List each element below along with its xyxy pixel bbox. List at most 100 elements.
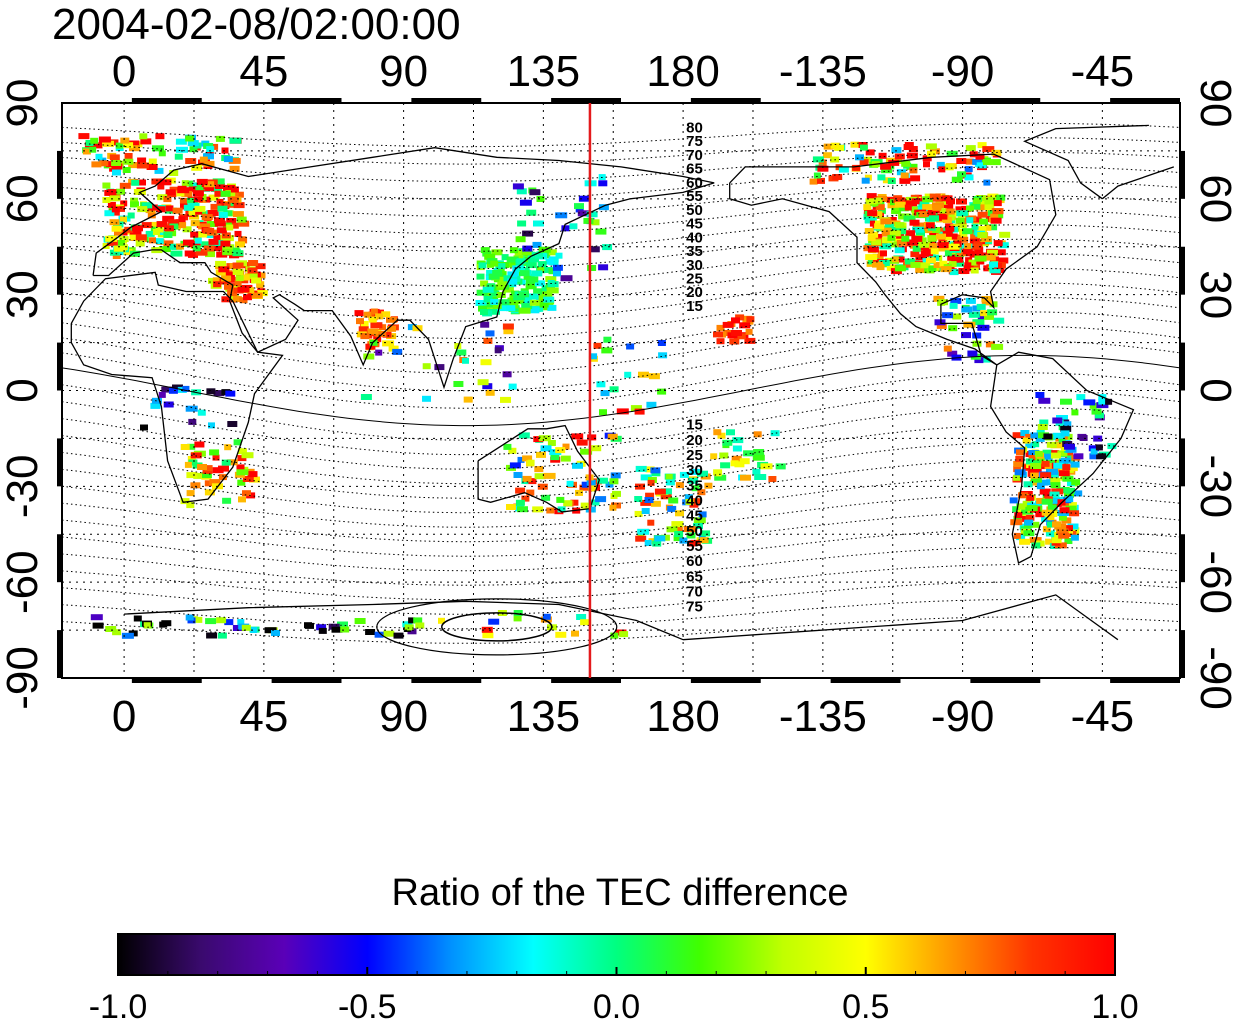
data-cell bbox=[713, 331, 723, 338]
lon-tick-top: 135 bbox=[507, 47, 580, 96]
data-cell bbox=[118, 236, 129, 243]
data-cell bbox=[530, 256, 539, 263]
data-cell bbox=[683, 526, 696, 533]
data-cell bbox=[98, 136, 111, 143]
data-cell bbox=[168, 219, 180, 226]
data-cell bbox=[1096, 453, 1107, 460]
data-cell bbox=[543, 296, 555, 303]
data-cell bbox=[546, 287, 559, 294]
data-cell bbox=[937, 245, 947, 252]
data-cell bbox=[961, 332, 971, 339]
frame-bar bbox=[57, 630, 62, 678]
data-cell bbox=[991, 343, 1004, 350]
data-cell bbox=[195, 187, 204, 193]
data-cell bbox=[497, 281, 507, 288]
colorbar: -1.0 -0.5 0.0 0.5 1.0 bbox=[89, 933, 1139, 1024]
data-cell bbox=[180, 498, 190, 505]
data-cell bbox=[993, 200, 1002, 207]
data-cell bbox=[128, 162, 139, 169]
data-cell bbox=[111, 160, 122, 166]
data-cell bbox=[1051, 537, 1062, 544]
data-cell bbox=[216, 227, 227, 234]
data-cell bbox=[224, 201, 235, 208]
data-cell bbox=[212, 277, 225, 284]
data-cell bbox=[146, 164, 158, 170]
data-cell bbox=[154, 167, 164, 174]
data-cell bbox=[699, 537, 709, 544]
data-cell bbox=[1039, 419, 1049, 426]
data-cell bbox=[215, 135, 225, 142]
data-cell bbox=[704, 482, 713, 489]
data-cell bbox=[726, 429, 735, 436]
data-cell bbox=[256, 281, 265, 288]
data-cell bbox=[1071, 479, 1081, 486]
data-cell bbox=[958, 268, 970, 274]
data-cell bbox=[271, 630, 280, 636]
data-cell bbox=[488, 273, 500, 280]
frame-bar bbox=[970, 98, 1041, 103]
data-cell bbox=[203, 227, 215, 234]
data-cell bbox=[508, 261, 519, 268]
data-cell bbox=[123, 142, 134, 149]
data-cell bbox=[541, 267, 553, 273]
data-cell bbox=[116, 188, 125, 195]
data-cell bbox=[156, 221, 168, 228]
data-cell bbox=[598, 180, 608, 187]
magnetic-latitude-line bbox=[61, 253, 1181, 305]
magnetic-latitude-label: 25 bbox=[686, 271, 703, 288]
data-cell bbox=[181, 180, 189, 187]
data-cell bbox=[867, 235, 876, 241]
data-cell bbox=[720, 462, 731, 469]
data-cell bbox=[534, 280, 545, 287]
data-cell bbox=[456, 349, 467, 356]
data-cell bbox=[601, 347, 613, 354]
data-cell bbox=[872, 253, 884, 260]
data-cell bbox=[218, 211, 228, 218]
data-cell bbox=[508, 447, 517, 454]
data-cell bbox=[233, 191, 244, 198]
data-cell bbox=[992, 159, 1001, 166]
lat-tick-left: -60 bbox=[0, 550, 47, 614]
data-cell bbox=[997, 242, 1009, 249]
data-cell bbox=[965, 145, 976, 152]
data-cell bbox=[118, 205, 125, 212]
data-cell bbox=[237, 619, 245, 626]
data-cell bbox=[221, 459, 231, 466]
data-cell bbox=[155, 133, 165, 140]
data-cell bbox=[980, 236, 992, 243]
lat-tick-right: 60 bbox=[1191, 174, 1240, 223]
data-cell bbox=[1045, 538, 1055, 545]
data-cell bbox=[540, 445, 552, 452]
data-cell bbox=[898, 213, 909, 220]
magnetic-latitude-line bbox=[61, 546, 1181, 586]
data-cell bbox=[543, 472, 556, 479]
data-cell bbox=[514, 250, 522, 257]
data-cell bbox=[112, 169, 121, 176]
data-cell bbox=[716, 338, 725, 345]
data-cell bbox=[374, 631, 384, 638]
magnetic-latitude-line bbox=[61, 564, 1181, 601]
data-cell bbox=[940, 266, 952, 273]
data-cell bbox=[363, 311, 374, 318]
data-cell bbox=[935, 198, 948, 205]
data-cell bbox=[186, 490, 195, 497]
data-cell bbox=[979, 218, 989, 225]
data-cell bbox=[956, 198, 967, 205]
data-cell bbox=[855, 154, 864, 161]
data-cell bbox=[583, 217, 594, 224]
data-cell bbox=[994, 262, 1003, 269]
data-cell bbox=[1107, 443, 1117, 450]
data-cell bbox=[232, 296, 242, 302]
data-cell bbox=[402, 621, 413, 628]
data-cell bbox=[545, 258, 554, 265]
magnetic-latitude-label: 20 bbox=[686, 432, 703, 449]
data-cell bbox=[415, 622, 425, 629]
data-cell bbox=[1060, 425, 1072, 432]
data-cell bbox=[982, 146, 995, 153]
data-cell bbox=[158, 246, 171, 253]
magnetic-latitude-label: 30 bbox=[686, 257, 703, 274]
coastline bbox=[989, 351, 1135, 564]
data-cell bbox=[1028, 455, 1036, 461]
frame-bar bbox=[1180, 246, 1185, 295]
data-cell bbox=[223, 210, 233, 217]
